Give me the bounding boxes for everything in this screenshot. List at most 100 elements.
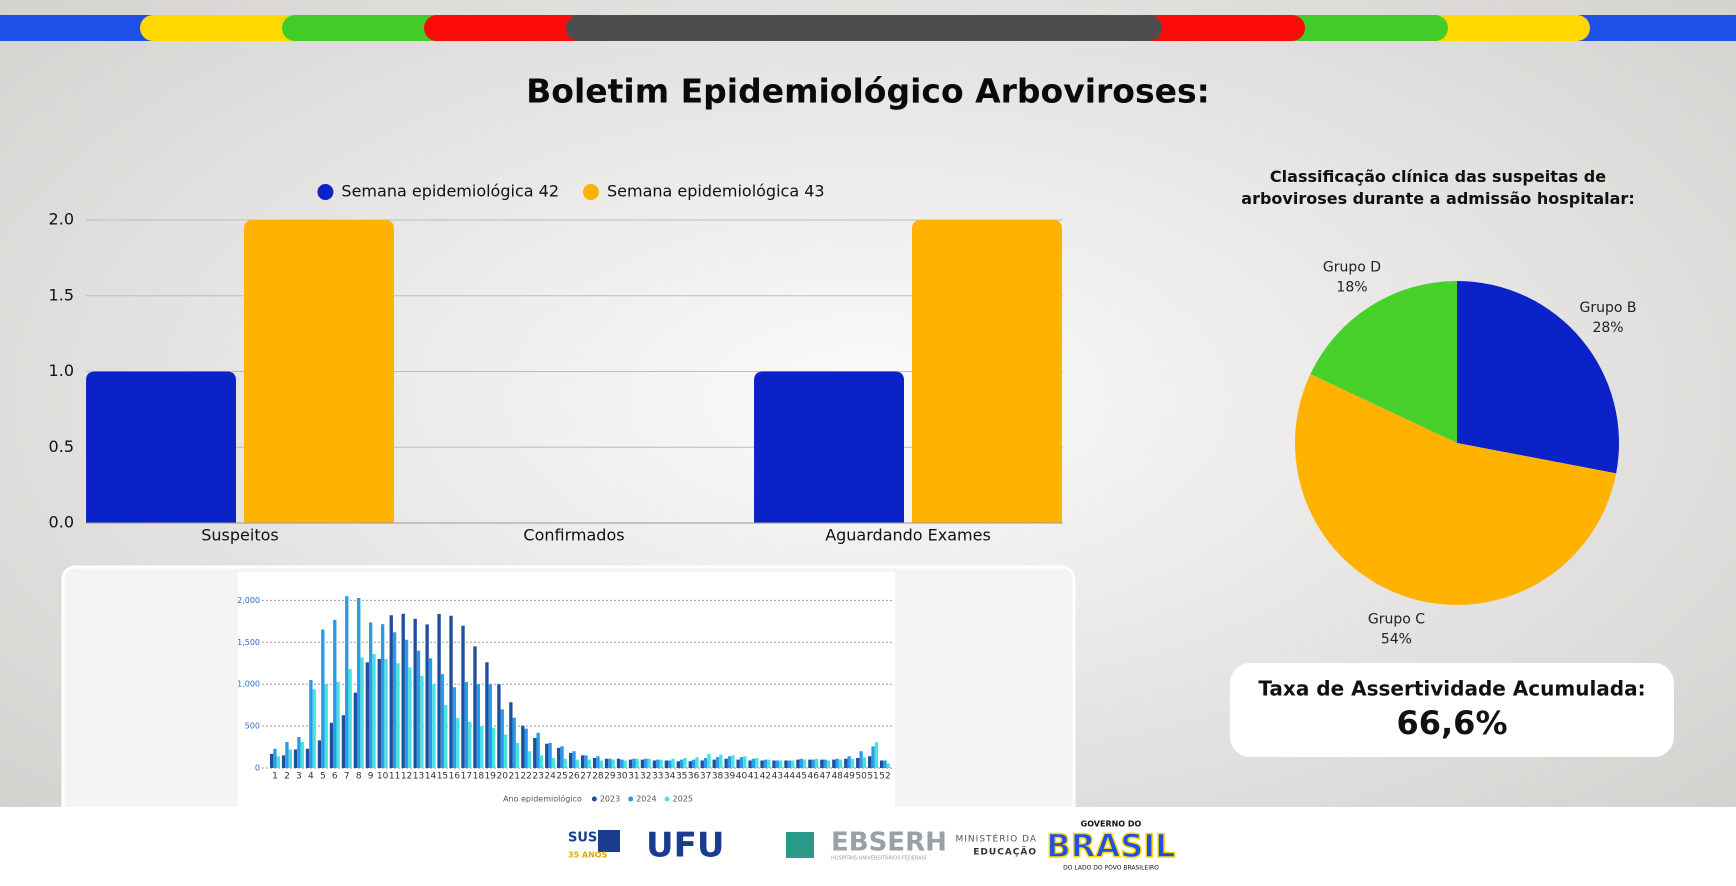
pie-value-label: 54% xyxy=(1381,631,1412,647)
bar xyxy=(527,751,532,768)
bar xyxy=(676,761,680,768)
bar xyxy=(652,760,657,768)
bar xyxy=(587,759,592,768)
pie-value-label: 18% xyxy=(1336,280,1367,296)
bar xyxy=(509,702,513,768)
bar xyxy=(826,760,831,768)
pie-label: Grupo D xyxy=(1323,260,1381,276)
bar xyxy=(862,757,867,768)
logo-mec: MINISTÉRIO DA xyxy=(956,833,1037,845)
bar xyxy=(874,742,879,768)
bar xyxy=(244,220,394,523)
x-tick-label: 51 xyxy=(867,772,878,782)
x-tick-label: 45 xyxy=(796,772,807,782)
bar xyxy=(739,757,744,768)
bar xyxy=(644,758,648,768)
y-tick-label: 1,500 xyxy=(237,638,260,647)
legend-label: 2023 xyxy=(600,795,620,804)
bar xyxy=(305,748,310,768)
bar xyxy=(623,760,627,768)
bar xyxy=(285,742,289,768)
bar xyxy=(754,371,904,523)
x-tick-label: 2 xyxy=(284,772,290,782)
bar xyxy=(533,737,537,768)
bar xyxy=(584,755,588,768)
bar xyxy=(835,758,839,768)
bar xyxy=(480,726,484,768)
bar xyxy=(712,759,716,768)
bar xyxy=(348,669,352,768)
bar xyxy=(748,760,752,768)
x-tick-label: 36 xyxy=(688,772,700,782)
bar xyxy=(512,717,516,768)
x-tick-label: 15 xyxy=(437,772,448,782)
bar xyxy=(515,742,520,768)
bar xyxy=(440,674,445,768)
bar xyxy=(563,758,568,768)
bar xyxy=(799,758,803,768)
bar xyxy=(847,756,851,768)
bar xyxy=(329,722,334,768)
logo-sus-cross xyxy=(598,830,620,852)
bar xyxy=(743,756,747,768)
bar xyxy=(333,619,337,768)
pie-slice xyxy=(1310,281,1457,443)
bar xyxy=(500,709,504,768)
bar xyxy=(281,755,286,768)
bar xyxy=(838,759,843,768)
x-tick-label: Suspeitos xyxy=(201,526,278,545)
x-tick-label: 25 xyxy=(556,772,567,782)
y-tick-label: 0.0 xyxy=(49,513,74,532)
x-tick-label: 30 xyxy=(616,772,628,782)
legend-label: 2025 xyxy=(673,795,693,804)
bar xyxy=(715,757,720,768)
bar xyxy=(353,692,358,768)
bar xyxy=(485,662,489,768)
x-tick-label: 17 xyxy=(461,772,472,782)
bar xyxy=(503,734,508,768)
bar xyxy=(844,758,848,768)
bar xyxy=(731,755,735,768)
bar xyxy=(389,615,393,768)
bar xyxy=(536,732,540,768)
bar xyxy=(380,624,385,768)
bar xyxy=(568,752,573,768)
x-tick-label: 31 xyxy=(628,772,639,782)
kpi-value: 66,6% xyxy=(1396,704,1507,742)
bar xyxy=(679,759,684,768)
bar xyxy=(775,760,780,768)
bar xyxy=(401,613,405,768)
x-tick-label: 49 xyxy=(843,772,855,782)
bar xyxy=(572,751,576,768)
bar xyxy=(548,742,552,768)
x-tick-label: 14 xyxy=(425,772,437,782)
x-tick-label: 52 xyxy=(879,772,890,782)
bar xyxy=(616,758,621,768)
bar xyxy=(365,662,369,768)
x-tick-label: 35 xyxy=(676,772,687,782)
bar xyxy=(269,753,274,768)
kpi-card xyxy=(1230,663,1674,757)
bar xyxy=(444,705,448,768)
legend-marker xyxy=(583,184,599,200)
bar xyxy=(464,682,469,768)
x-tick-label: 50 xyxy=(855,772,867,782)
bar xyxy=(288,749,292,768)
bar xyxy=(300,742,304,768)
x-tick-label: 1 xyxy=(272,772,278,782)
bar xyxy=(772,760,776,768)
bar xyxy=(357,598,361,768)
bar xyxy=(473,646,477,768)
bar xyxy=(324,684,328,768)
bar xyxy=(856,757,860,768)
bar xyxy=(456,717,460,768)
bar xyxy=(850,758,855,768)
legend-label: Semana epidemiológica 43 xyxy=(607,182,825,201)
bar xyxy=(599,760,603,768)
y-tick-label: 1.0 xyxy=(49,361,74,380)
bar xyxy=(664,760,669,768)
bar xyxy=(476,684,481,768)
top-stripe xyxy=(0,15,1736,41)
x-tick-label: 46 xyxy=(808,772,820,782)
